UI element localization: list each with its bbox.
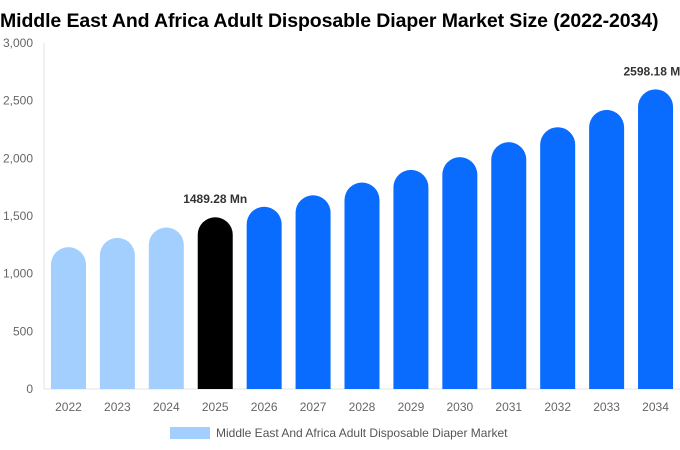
data-label-2034: 2598.18 Mn	[624, 64, 680, 78]
data-labels: 1489.28 Mn 2598.18 Mn	[183, 64, 680, 206]
y-tick-label: 3,000	[3, 36, 33, 50]
x-tick-label: 2025	[202, 400, 229, 414]
x-tick-label: 2030	[446, 400, 473, 414]
bar-2022	[50, 247, 86, 389]
legend: Middle East And Africa Adult Disposable …	[170, 426, 508, 440]
legend-swatch	[170, 427, 210, 439]
legend-label: Middle East And Africa Adult Disposable …	[216, 426, 508, 440]
y-tick-label: 0	[26, 382, 33, 396]
bar-2034	[638, 89, 674, 390]
bar-2027	[295, 195, 331, 389]
y-tick-label: 1,500	[3, 209, 33, 223]
x-tick-label: 2028	[349, 400, 376, 414]
bar-2028	[344, 182, 380, 389]
axes: 0 500 1,000 1,500 2,000 2,500 3,000 2022 2023 202…	[3, 36, 680, 414]
x-tick-label: 2022	[55, 400, 82, 414]
y-tick-label: 1,000	[3, 267, 33, 281]
y-tick-label: 2,500	[3, 94, 33, 108]
x-tick-label: 2029	[398, 400, 425, 414]
x-tick-label: 2027	[300, 400, 327, 414]
bars	[50, 89, 674, 390]
y-tick-label: 500	[13, 324, 33, 338]
x-tick-label: 2034	[642, 400, 669, 414]
data-label-2025: 1489.28 Mn	[183, 192, 247, 206]
y-tick-label: 2,000	[3, 151, 33, 165]
bar-2026	[246, 206, 282, 389]
bar-2024	[148, 227, 184, 389]
bar-2033	[589, 109, 625, 389]
x-tick-label: 2024	[153, 400, 180, 414]
x-tick-label: 2033	[593, 400, 620, 414]
x-tick-label: 2032	[544, 400, 571, 414]
bar-2030	[442, 157, 478, 389]
chart-title: Middle East And Africa Adult Disposable …	[0, 10, 659, 32]
x-tick-label: 2023	[104, 400, 131, 414]
bar-2023	[99, 237, 135, 389]
bar-2032	[540, 127, 576, 389]
bar-2025	[197, 217, 233, 389]
bar-2031	[491, 142, 527, 389]
x-tick-label: 2026	[251, 400, 278, 414]
x-tick-label: 2031	[495, 400, 522, 414]
bar-2029	[393, 169, 429, 389]
